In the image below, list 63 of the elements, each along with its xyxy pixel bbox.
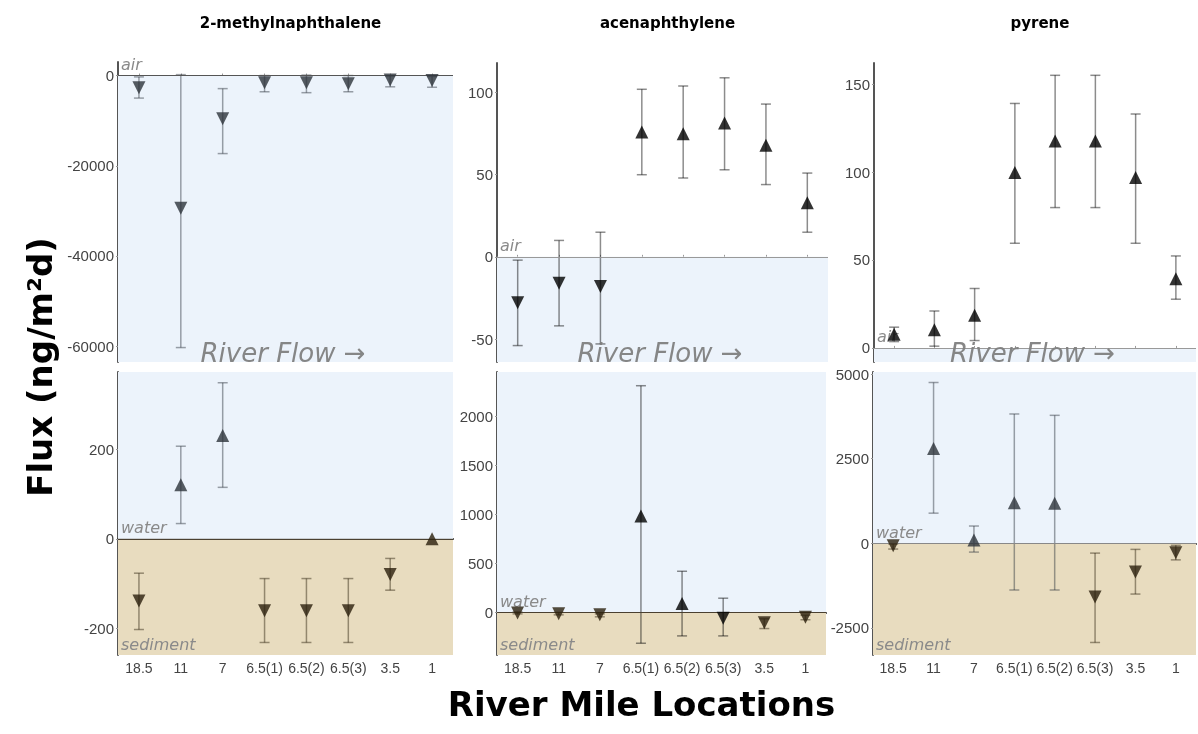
y-tick-label: -50 <box>471 330 493 348</box>
y-tick-label: 0 <box>861 339 870 357</box>
band-label: sediment <box>121 634 197 654</box>
y-tick-label: 200 <box>88 440 114 458</box>
x-tick-label: 11 <box>551 660 567 676</box>
band-label: sediment <box>876 634 952 654</box>
y-tick-label: 5000 <box>835 365 869 383</box>
x-tick-label: 6.5(1) <box>996 660 1033 676</box>
y-tick-label: -60000 <box>67 337 114 355</box>
band-label: water <box>500 591 548 611</box>
y-tick-label: 0 <box>105 530 114 548</box>
x-tick-label: 7 <box>218 660 227 676</box>
ref-line-label: air <box>121 55 144 75</box>
y-tick-label: 2000 <box>459 408 493 426</box>
x-tick-label: 18.5 <box>125 660 153 676</box>
band-label: water <box>121 518 169 538</box>
chart-title: 2-methylnaphthalene <box>199 13 382 32</box>
y-tick-label: -20000 <box>67 157 114 175</box>
y-tick-label: 50 <box>853 251 870 269</box>
x-tick-label: 3.5 <box>754 660 775 676</box>
y-tick-label: -40000 <box>67 247 114 265</box>
y-tick-label: 0 <box>105 67 114 85</box>
ref-line-label: air <box>500 236 523 256</box>
y-tick-label: 100 <box>844 163 870 181</box>
y-tick-label: 0 <box>484 603 493 621</box>
band-label: water <box>876 522 924 542</box>
chart-title: acenaphthylene <box>599 13 736 32</box>
chart-title: pyrene <box>1010 13 1070 32</box>
x-tick-label: 3.5 <box>1125 660 1146 676</box>
x-tick-label: 11 <box>173 660 189 676</box>
x-tick-label: 6.5(3) <box>330 660 367 676</box>
x-tick-label: 3.5 <box>380 660 401 676</box>
x-tick-label: 1 <box>1171 660 1180 676</box>
x-tick-label: 6.5(1) <box>622 660 660 676</box>
y-tick-label: 1000 <box>459 505 493 523</box>
x-tick-label: 7 <box>595 660 604 676</box>
y-tick-label: -200 <box>83 619 114 637</box>
x-tick-label: 7 <box>970 660 979 676</box>
y-tick-label: 2500 <box>835 450 869 468</box>
y-tick-label: 50 <box>476 166 493 184</box>
x-tick-label: 1 <box>801 660 810 676</box>
y-tick-label: 0 <box>860 534 869 552</box>
annotation: River Flow → <box>577 338 743 368</box>
x-tick-label: 6.5(3) <box>704 660 742 676</box>
x-tick-label: 6.5(2) <box>1036 660 1073 676</box>
x-tick-label: 11 <box>926 660 942 676</box>
y-tick-label: 0 <box>484 248 493 266</box>
x-tick-label: 18.5 <box>879 660 908 676</box>
x-tick-label: 6.5(2) <box>663 660 701 676</box>
y-tick-label: 500 <box>467 554 493 572</box>
band-label: sediment <box>500 634 576 654</box>
y-tick-label: 150 <box>844 75 870 93</box>
x-axis-title: River Mile Locations <box>447 684 836 724</box>
annotation: River Flow → <box>200 338 366 368</box>
x-tick-label: 6.5(1) <box>246 660 283 676</box>
x-tick-label: 6.5(3) <box>1076 660 1114 676</box>
x-tick-label: 1 <box>428 660 437 676</box>
x-tick-label: 18.5 <box>503 660 532 676</box>
y-tick-label: 100 <box>467 84 493 102</box>
y-tick-label: 1500 <box>459 457 493 475</box>
y-tick-label: -2500 <box>830 619 869 637</box>
y-axis-title: Flux (ng/m²d) <box>20 237 60 497</box>
x-tick-label: 6.5(2) <box>288 660 325 676</box>
